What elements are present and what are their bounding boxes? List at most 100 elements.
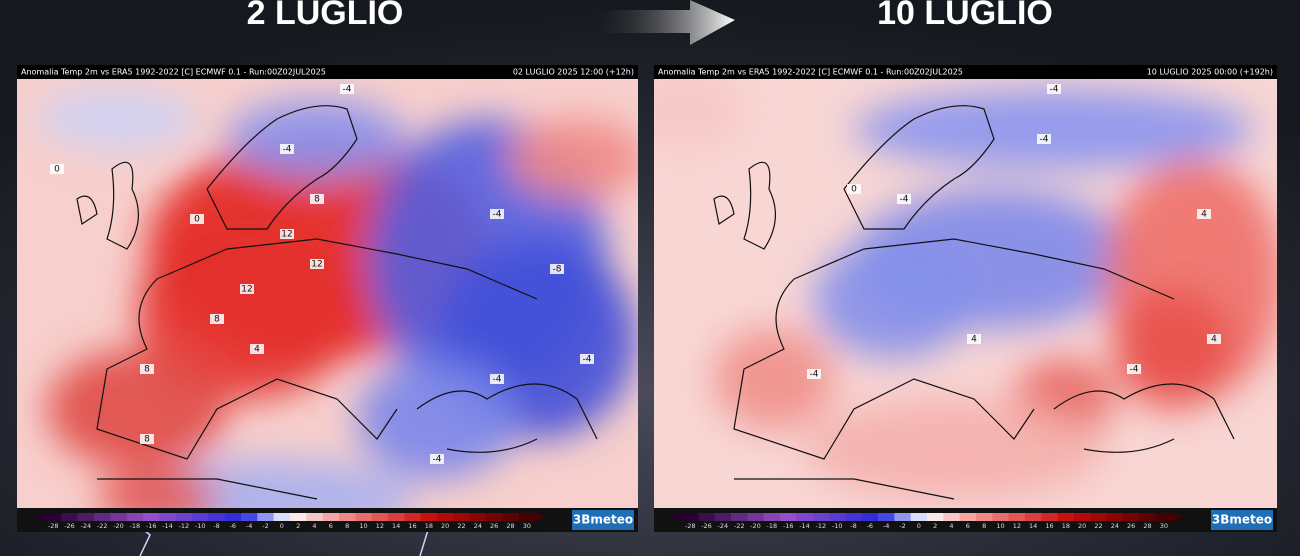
colorbar-swatch — [1074, 513, 1091, 521]
colorbar-label: -6 — [867, 522, 873, 530]
colorbar-label: 14 — [392, 522, 400, 530]
colorbar-label: -22 — [97, 522, 108, 530]
colorbar-swatch — [322, 513, 340, 521]
anomaly-area — [854, 89, 1254, 169]
coastline — [76, 105, 598, 500]
colorbar-label: 12 — [376, 522, 384, 530]
colorbar-label: 0 — [917, 522, 921, 530]
anomaly-area — [37, 89, 197, 149]
colorbar-label: 20 — [1078, 522, 1086, 530]
contour-label-bg — [280, 144, 294, 154]
anomaly-area — [654, 79, 744, 149]
contour-label-bg — [190, 214, 204, 224]
colorbar-label: -8 — [213, 522, 219, 530]
colorbar-swatch — [796, 513, 814, 521]
colorbar-label: 8 — [345, 522, 349, 530]
contour-label-bg — [490, 209, 504, 219]
contour-label-bg — [550, 264, 564, 274]
colorbar-swatch — [927, 513, 944, 521]
colorbar-label: -8 — [850, 522, 856, 530]
colorbar-label: 10 — [359, 522, 367, 530]
contour-label-bg — [490, 374, 504, 384]
contour-label: -4 — [1050, 85, 1059, 95]
contour-label: -4 — [810, 370, 819, 380]
colorbar-label: -10 — [195, 522, 206, 530]
colorbar-swatch — [943, 513, 961, 521]
colorbar-label: -26 — [64, 522, 75, 530]
header-bar — [654, 65, 1277, 79]
contour-label: -4 — [583, 355, 592, 365]
colorbar-label: -4 — [883, 522, 889, 530]
colorbar-swatch — [453, 513, 471, 521]
colorbar-swatch — [339, 513, 356, 521]
colorbar-swatch — [388, 513, 405, 521]
colorbar-label: 12 — [1013, 522, 1021, 530]
contour-label-bg — [310, 194, 324, 204]
logo: 3Bmeteo — [573, 513, 633, 527]
colorbar-label: -12 — [179, 522, 190, 530]
colorbar-swatch — [126, 513, 144, 521]
colorbar-label: -18 — [130, 522, 141, 530]
map-panel: Anomalia Temp 2m vs ERA5 1992-2022 [C] E… — [654, 65, 1277, 532]
colorbar-swatch — [731, 513, 748, 521]
contour-label-bg — [240, 284, 254, 294]
contour-label: -4 — [1040, 135, 1049, 145]
contour-label-bg — [967, 334, 981, 344]
contour-label: 12 — [281, 230, 292, 240]
contour-label-bg — [340, 84, 354, 94]
colorbar-swatch — [1041, 513, 1059, 521]
contour-label: -4 — [493, 210, 502, 220]
contour-label-bg — [1207, 334, 1221, 344]
colorbar-swatch — [208, 513, 226, 521]
colorbar-label: 26 — [490, 522, 498, 530]
header-right: 02 LUGLIO 2025 12:00 (+12h) — [513, 68, 634, 77]
colorbar-label: 18 — [1062, 522, 1070, 530]
contour-label-bg — [1047, 84, 1061, 94]
colorbar-label: 18 — [425, 522, 433, 530]
colorbar-label: -10 — [832, 522, 843, 530]
colorbar-label: -28 — [685, 522, 696, 530]
anomaly-area — [714, 329, 834, 429]
contour-label: -4 — [1130, 365, 1139, 375]
contour-label: 4 — [1201, 210, 1207, 220]
header-bar — [17, 65, 638, 79]
logo-box — [572, 510, 634, 530]
colorbar-swatch — [780, 513, 797, 521]
colorbar-swatch — [698, 513, 716, 521]
colorbar-label: 30 — [523, 522, 531, 530]
contour-label: 8 — [144, 435, 150, 445]
colorbar-swatch — [829, 513, 846, 521]
colorbar-swatch — [1008, 513, 1026, 521]
colorbar-swatch — [159, 513, 177, 521]
colorbar-swatch — [845, 513, 863, 521]
colorbar-label: -20 — [113, 522, 124, 530]
arrow — [590, 0, 735, 45]
colorbar-end — [535, 513, 547, 521]
colorbar-swatch — [224, 513, 242, 521]
colorbar-label: -14 — [799, 522, 810, 530]
contour-label-bg — [1037, 134, 1051, 144]
colorbar-swatch — [518, 513, 536, 521]
anomaly-area — [357, 359, 517, 479]
colorbar-swatch — [1025, 513, 1042, 521]
colorbar-swatch — [812, 513, 830, 521]
contour-label: -4 — [433, 455, 442, 465]
contour-label-bg — [897, 194, 911, 204]
colorbar-swatch — [992, 513, 1010, 521]
colorbar-swatch — [355, 513, 373, 521]
colorbar-label: 28 — [1143, 522, 1151, 530]
contour-label: 0 — [194, 215, 200, 225]
colorbar-swatch — [861, 513, 879, 521]
colorbar-swatch — [404, 513, 422, 521]
colorbar-swatch — [910, 513, 928, 521]
colorbar-swatch — [486, 513, 503, 521]
contour-label-bg — [310, 259, 324, 269]
anomaly-area — [814, 239, 974, 359]
anomaly-field — [654, 79, 1277, 499]
contour-label-bg — [1197, 209, 1211, 219]
colorbar-label: -24 — [81, 522, 92, 530]
contour-label-bg — [430, 454, 444, 464]
colorbar-swatch — [976, 513, 993, 521]
contour-label: 4 — [254, 345, 260, 355]
